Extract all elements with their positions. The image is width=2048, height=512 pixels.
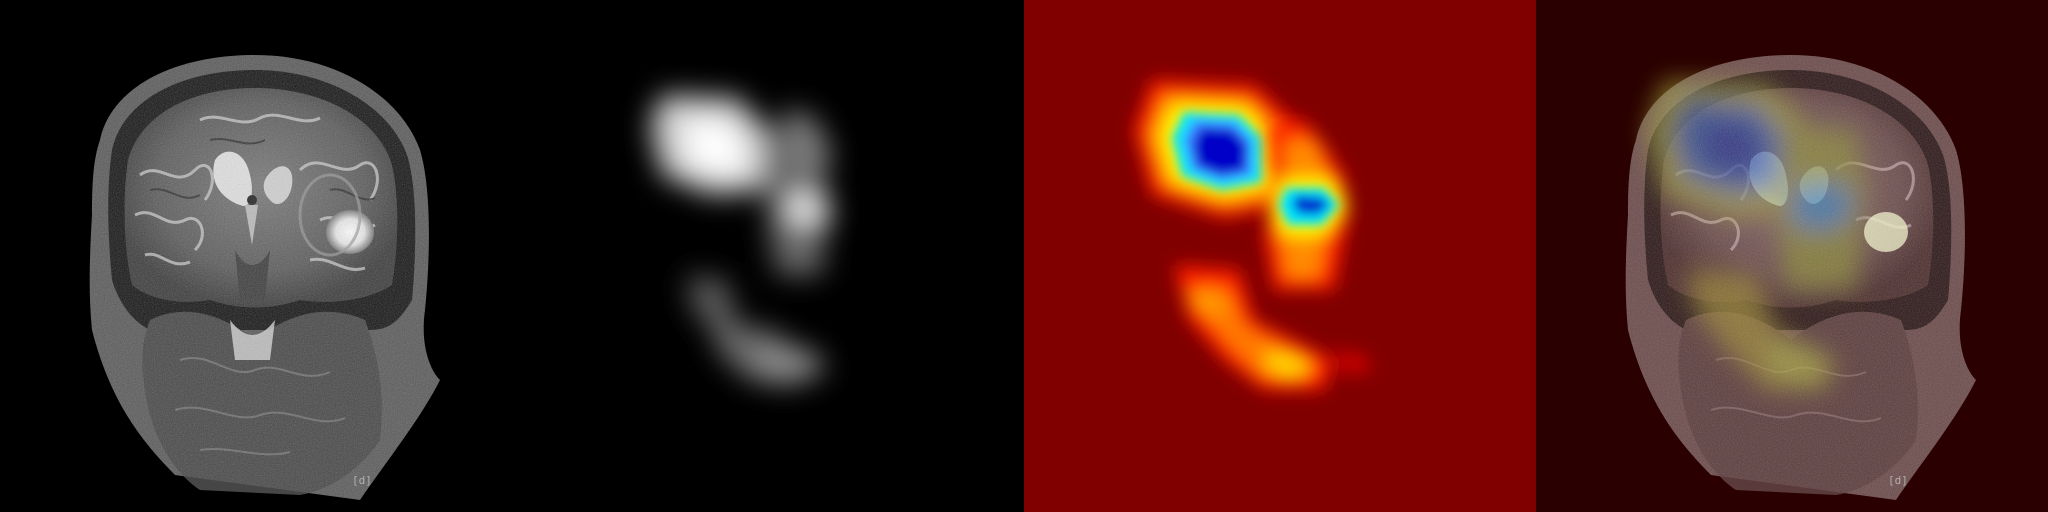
orientation-marker: [d] [352, 474, 372, 487]
mri-panel: [d] [0, 0, 512, 512]
mri-image [0, 0, 512, 512]
overlay-panel: [d] [1536, 0, 2048, 512]
heatmap-jet-image [1024, 0, 1536, 512]
overlay-image [1536, 0, 2048, 512]
activation-grayscale-panel [512, 0, 1024, 512]
orientation-marker-overlay: [d] [1888, 474, 1908, 487]
activation-grayscale-image [512, 0, 1024, 512]
heatmap-jet-panel [1024, 0, 1536, 512]
